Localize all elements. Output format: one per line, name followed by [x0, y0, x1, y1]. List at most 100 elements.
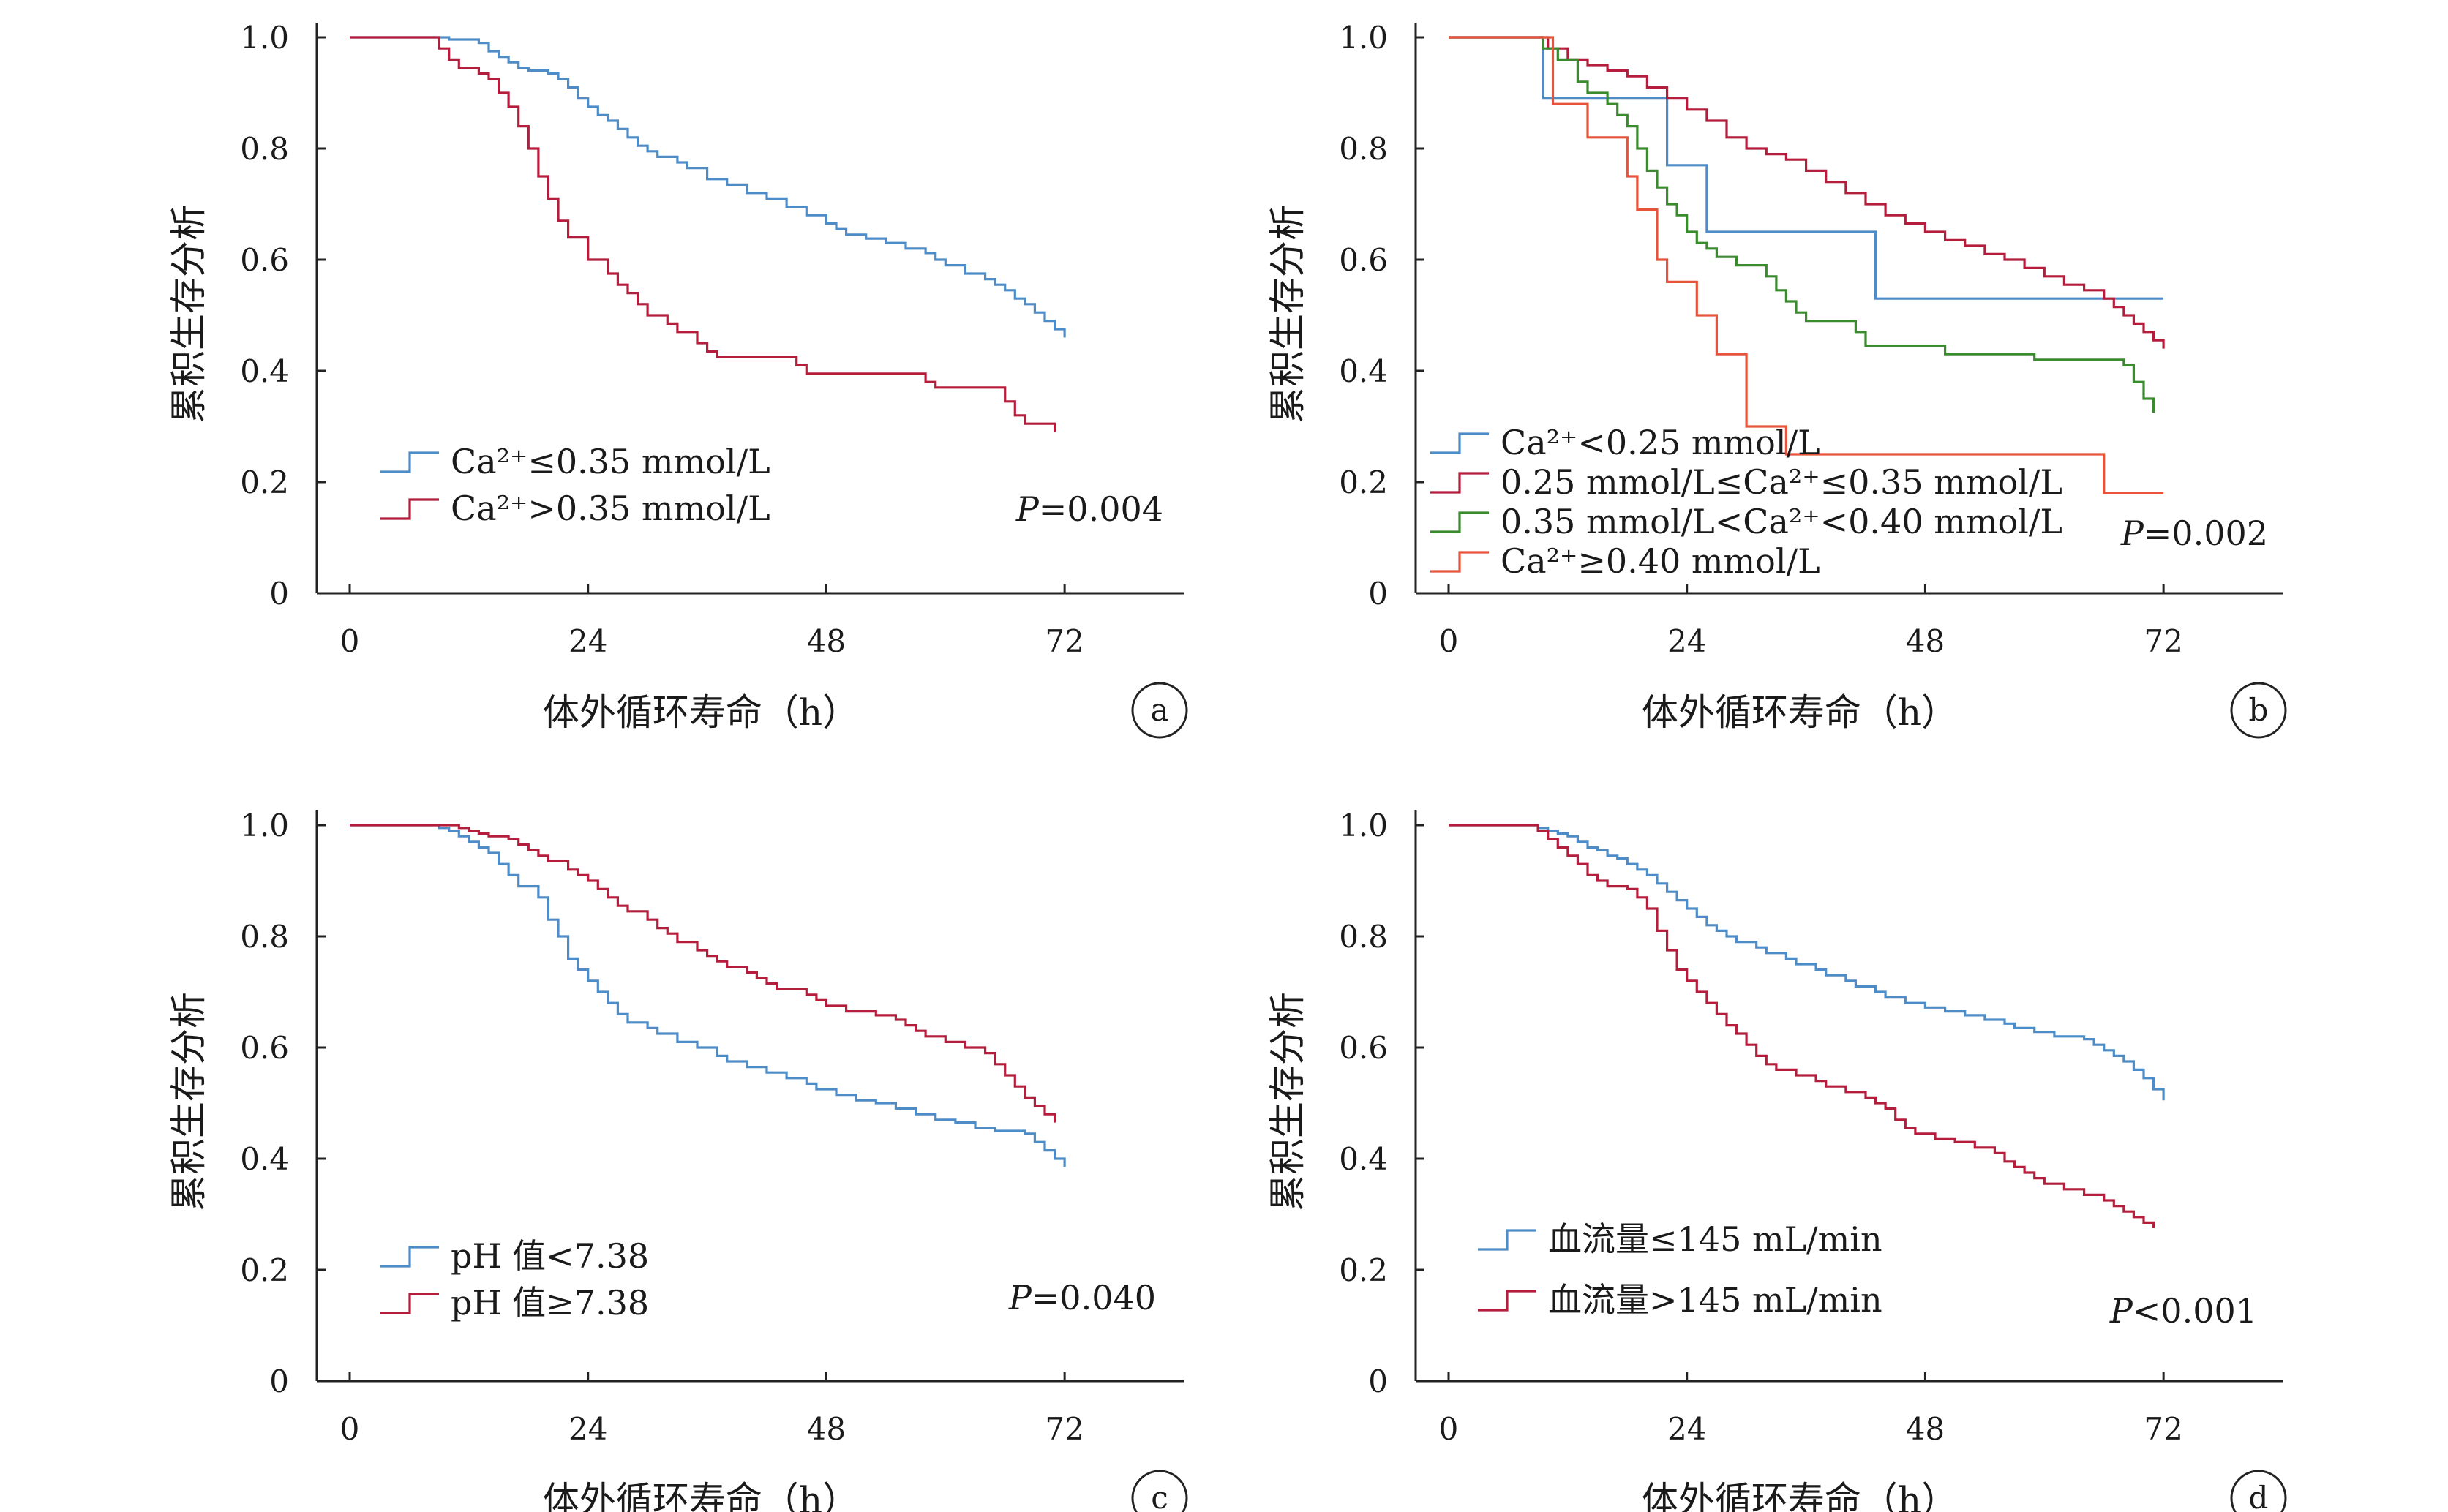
- p-value-number: =0.040: [1032, 1278, 1156, 1317]
- survival-curve-b-4: [1449, 36, 2164, 494]
- y-tick-label: 0.2: [1339, 1252, 1388, 1288]
- legend-swatch: [1430, 432, 1489, 454]
- x-tick-label: 0: [340, 1411, 360, 1447]
- panel-label-circle: [2230, 682, 2287, 739]
- y-tick-label: 0.6: [1339, 242, 1388, 278]
- panel-label-circle: [1131, 682, 1188, 739]
- y-tick-label: 0.8: [240, 131, 289, 167]
- survival-curve-b-3: [1449, 36, 2155, 413]
- x-tick-label: 24: [568, 623, 607, 659]
- x-tick-label: 72: [1045, 1411, 1084, 1447]
- p-value-symbol: P: [1008, 1278, 1032, 1317]
- x-tick-label: 24: [568, 1411, 607, 1447]
- p-value-number: <0.001: [2133, 1291, 2257, 1331]
- legend-swatch: [380, 1293, 439, 1314]
- x-tick-label: 0: [1439, 623, 1459, 659]
- survival-curve-a-2: [350, 36, 1056, 432]
- y-tick-label: 0.8: [240, 919, 289, 955]
- p-value: P=0.002: [2120, 514, 2268, 553]
- y-tick-label: 0.4: [240, 353, 289, 389]
- p-value-symbol: P: [1015, 489, 1040, 529]
- legend-label: 血流量≤145 mL/min: [1548, 1219, 1882, 1259]
- y-tick-label: 0.8: [1339, 919, 1388, 955]
- x-axis-title: 体外循环寿命（h）: [543, 691, 859, 734]
- panel-label-circle: [2230, 1470, 2287, 1512]
- x-tick-label: 48: [1906, 1411, 1945, 1447]
- survival-curve-b-2: [1449, 36, 2165, 349]
- panel-label: b: [2249, 692, 2269, 728]
- legend-label: Ca²⁺≤0.35 mmol/L: [451, 442, 770, 481]
- x-tick-label: 0: [340, 623, 360, 659]
- y-tick-label: 0: [1368, 1364, 1388, 1399]
- x-tick-label: 48: [807, 1411, 846, 1447]
- legend-label: Ca²⁺>0.35 mmol/L: [451, 489, 770, 528]
- legend-swatch: [1430, 472, 1489, 494]
- x-tick-label: 48: [1906, 623, 1945, 659]
- legend-label: pH 值≥7.38: [451, 1283, 649, 1323]
- legend-label: Ca²⁺≥0.40 mmol/L: [1501, 541, 1820, 581]
- panel-d: 0 0.2 0.4 0.6 0.8 1.0 0 24 48 72 体外循环寿命（h） 累积生存分析 d 血…: [1266, 808, 2287, 1512]
- y-axis-title: 累积生存分析: [1266, 992, 1309, 1211]
- x-axis-title: 体外循环寿命（h）: [1642, 691, 1958, 734]
- legend-swatch: [380, 498, 439, 520]
- x-tick-label: 24: [1667, 623, 1706, 659]
- survival-curve-d-1: [1449, 824, 2165, 1101]
- y-tick-label: 1.0: [240, 20, 289, 56]
- y-tick-label: 1.0: [240, 808, 289, 843]
- survival-curve-d-2: [1449, 824, 2155, 1228]
- legend-swatch: [1430, 511, 1489, 533]
- legend-swatch: [380, 451, 439, 473]
- y-tick-label: 0: [269, 1364, 289, 1399]
- y-tick-label: 0: [1368, 576, 1388, 612]
- legend-label: 0.25 mmol/L≤Ca²⁺≤0.35 mmol/L: [1501, 462, 2062, 502]
- legend-label: Ca²⁺<0.25 mmol/L: [1501, 423, 1820, 462]
- survival-curve-a-1: [350, 36, 1066, 338]
- x-tick-label: 0: [1439, 1411, 1459, 1447]
- panel-label: c: [1151, 1480, 1168, 1512]
- p-value: P<0.001: [2109, 1291, 2257, 1331]
- y-tick-label: 1.0: [1339, 20, 1388, 56]
- y-tick-label: 0.6: [1339, 1030, 1388, 1066]
- survival-curve-c-2: [350, 824, 1056, 1123]
- p-value-number: =0.002: [2144, 514, 2268, 553]
- panel-b: 0 0.2 0.4 0.6 0.8 1.0 0 24 48 72 体外循环寿命（h） 累积生存分析 b C…: [1266, 20, 2287, 739]
- x-tick-label: 72: [1045, 623, 1084, 659]
- panel-label-circle: [1131, 1470, 1188, 1512]
- legend-label: 0.35 mmol/L<Ca²⁺<0.40 mmol/L: [1501, 502, 2062, 541]
- panel-a: 0 0.2 0.4 0.6 0.8 1.0 0 24 48 72 体外循环寿命（h） 累积生存分析 a C…: [168, 20, 1188, 739]
- x-tick-label: 24: [1667, 1411, 1706, 1447]
- y-tick-label: 0.4: [240, 1141, 289, 1177]
- y-axis-title: 累积生存分析: [168, 204, 210, 424]
- y-tick-label: 0.2: [240, 1252, 289, 1288]
- y-axis-title: 累积生存分析: [168, 992, 210, 1211]
- y-tick-label: 0.6: [240, 242, 289, 278]
- p-value-symbol: P: [2109, 1291, 2133, 1331]
- y-axis-title: 累积生存分析: [1266, 204, 1309, 424]
- x-axis-title: 体外循环寿命（h）: [543, 1479, 859, 1512]
- x-axis-title: 体外循环寿命（h）: [1642, 1479, 1958, 1512]
- legend-swatch: [380, 1246, 439, 1268]
- x-tick-label: 72: [2144, 1411, 2182, 1447]
- survival-curve-c-1: [350, 824, 1066, 1167]
- y-tick-label: 0.6: [240, 1030, 289, 1066]
- panel-c: 0 0.2 0.4 0.6 0.8 1.0 0 24 48 72 体外循环寿命（h） 累积生存分析 c p…: [168, 808, 1188, 1512]
- p-value: P=0.040: [1008, 1278, 1156, 1317]
- y-tick-label: 0.4: [1339, 353, 1388, 389]
- panel-label: d: [2249, 1480, 2269, 1512]
- legend-swatch: [1478, 1290, 1536, 1312]
- x-tick-label: 72: [2144, 623, 2182, 659]
- p-value-symbol: P: [2120, 514, 2144, 553]
- p-value-number: =0.004: [1039, 489, 1163, 529]
- legend-swatch: [1478, 1229, 1536, 1251]
- x-tick-label: 48: [807, 623, 846, 659]
- y-tick-label: 0.2: [240, 464, 289, 500]
- y-tick-label: 0.4: [1339, 1141, 1388, 1177]
- y-tick-label: 1.0: [1339, 808, 1388, 843]
- legend-swatch: [1430, 551, 1489, 573]
- y-tick-label: 0.2: [1339, 464, 1388, 500]
- panel-label: a: [1150, 692, 1168, 728]
- y-tick-label: 0.8: [1339, 131, 1388, 167]
- legend-label: pH 值<7.38: [451, 1236, 649, 1276]
- p-value: P=0.004: [1015, 489, 1163, 529]
